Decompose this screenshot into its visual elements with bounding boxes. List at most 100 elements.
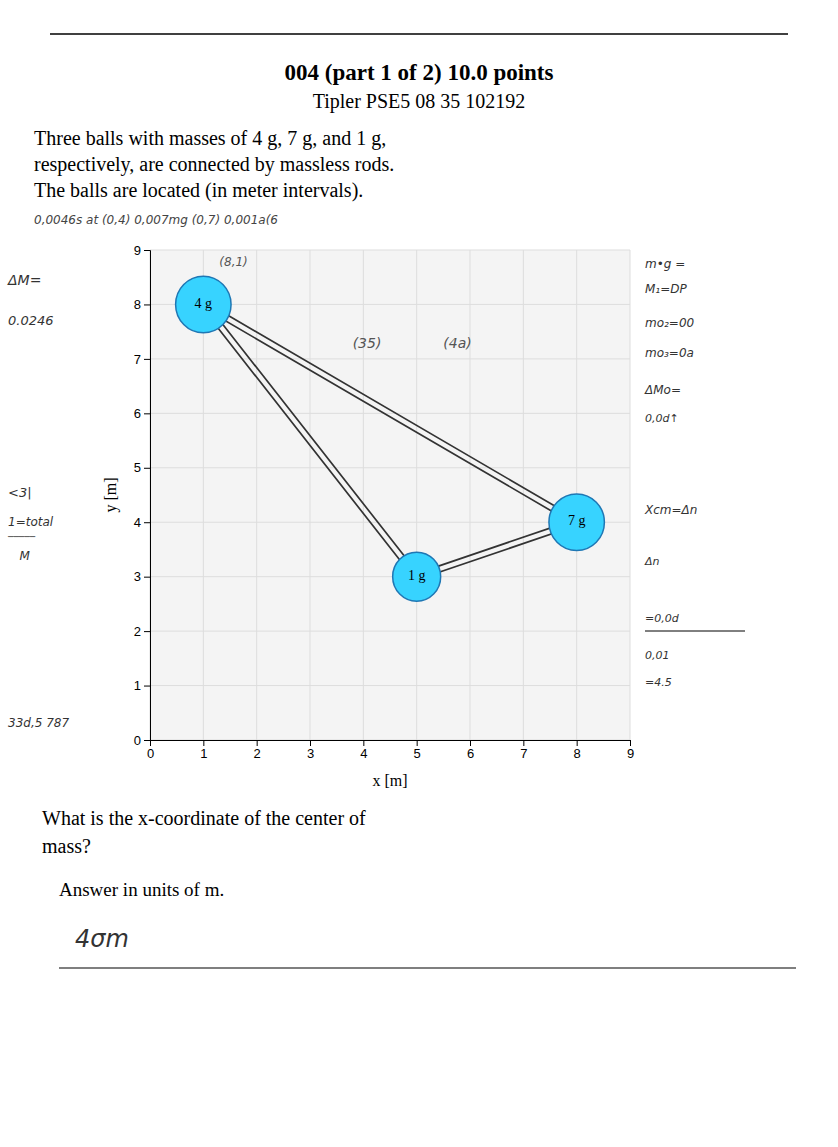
- tick-mark: [363, 740, 364, 746]
- grid-line: [416, 250, 417, 740]
- x-axis: 0 1 2 3 4 5 6 7 8 9: [147, 740, 634, 761]
- side-note: 0.0246: [8, 313, 54, 328]
- page: 004 (part 1 of 2) 10.0 points Tipler PSE5…: [0, 0, 838, 1147]
- tick-mark: [144, 250, 150, 251]
- side-note: m•g =: [645, 257, 685, 271]
- tick-label: 8: [134, 297, 141, 312]
- tick-mark: [144, 522, 150, 523]
- side-note: =4.5: [645, 676, 672, 689]
- side-note: =0,0d: [645, 612, 680, 625]
- tick: 2: [134, 624, 150, 639]
- y-axis-title: y [m]: [102, 477, 120, 512]
- subtitle: Tipler PSE5 08 35 102192: [313, 90, 526, 113]
- tick-mark: [630, 740, 631, 746]
- rod: [201, 306, 414, 578]
- grid-line: [150, 358, 630, 359]
- tick-label: 6: [467, 746, 474, 761]
- plot-background: [150, 250, 630, 740]
- tick-label: 9: [134, 243, 141, 258]
- grid-line: [150, 413, 630, 414]
- side-note: Xcm=Δn: [644, 503, 697, 517]
- y-axis: 0 1 2 3 4 5 6 7 8 9: [134, 243, 151, 748]
- top-rule: [50, 33, 788, 35]
- side-note: 0,01: [645, 649, 670, 662]
- tick-label: 3: [307, 746, 314, 761]
- rod: [205, 302, 578, 520]
- answer-label: Answer in units of m.: [59, 879, 224, 900]
- body-text: The balls are located (in meter interval…: [34, 179, 363, 202]
- tick-mark: [144, 631, 150, 632]
- side-note: M₁=DP: [645, 282, 687, 296]
- question: mass?: [42, 835, 91, 857]
- tick: 3: [134, 569, 150, 584]
- tick-label: 5: [414, 746, 421, 761]
- tick: 7: [520, 740, 527, 761]
- ball-label: 1 g: [408, 568, 426, 583]
- side-note: <3|: [8, 485, 32, 500]
- side-note: Δn: [644, 555, 660, 568]
- grid-line: [150, 576, 630, 577]
- tick-mark: [470, 740, 471, 746]
- tick-label: 1: [200, 746, 207, 761]
- tick: 5: [414, 740, 421, 761]
- tick: 3: [307, 740, 314, 761]
- x-axis-title: x [m]: [372, 772, 407, 789]
- grid-line: [363, 250, 364, 740]
- tick: 9: [627, 740, 634, 761]
- tick-label: 6: [134, 406, 141, 421]
- annotation: (35): [353, 335, 382, 351]
- rod: [206, 303, 419, 575]
- note: 0,0046s at (0,4) 0,007mg (0,7) 0,001a(6: [34, 213, 278, 227]
- grid-line: [630, 250, 631, 740]
- title: 004 (part 1 of 2) 10.0 points: [285, 60, 554, 85]
- tick: 9: [134, 243, 150, 258]
- ball: [176, 276, 231, 333]
- ball: [393, 552, 441, 601]
- side-note: M: [8, 549, 30, 563]
- tick-label: 0: [134, 733, 141, 748]
- tick: 7: [134, 352, 150, 367]
- tick: 5: [134, 460, 150, 475]
- fraction-rule: [645, 631, 745, 632]
- side-note: mo₂=00: [645, 316, 695, 330]
- grid-line: [150, 467, 630, 468]
- tick: 0: [147, 740, 154, 761]
- tick-mark: [144, 740, 150, 741]
- tick: 2: [254, 740, 261, 761]
- tick-label: 8: [574, 746, 581, 761]
- answer-rule: [59, 967, 796, 968]
- tick: 8: [574, 740, 581, 761]
- tick-mark: [310, 740, 311, 746]
- annotation: (8,1): [219, 255, 247, 269]
- tick-label: 0: [147, 746, 154, 761]
- tick: 4: [360, 740, 367, 761]
- side-note: ΔM=: [7, 272, 41, 288]
- grid-line: [150, 250, 630, 251]
- grid-line: [470, 250, 471, 740]
- tick: 1: [134, 678, 150, 693]
- axis-line: [144, 251, 151, 741]
- tick-label: 1: [134, 678, 141, 693]
- tick: 6: [467, 740, 474, 761]
- side-note: ─────: [7, 532, 36, 542]
- rod: [202, 307, 575, 525]
- body-text: Three balls with masses of 4 g, 7 g, and…: [34, 127, 386, 150]
- tick: 6: [134, 406, 150, 421]
- side-note: ΔMo=: [644, 383, 681, 397]
- tick-mark: [577, 740, 578, 746]
- tick-mark: [523, 740, 524, 746]
- tick: 4: [134, 515, 150, 530]
- tick-label: 7: [134, 352, 141, 367]
- grid-line: [150, 685, 630, 686]
- grid-line: [150, 631, 630, 632]
- tick-label: 2: [254, 746, 261, 761]
- side-note: 0,0d↑: [645, 412, 679, 425]
- side-note: 33d,5 787: [8, 716, 69, 730]
- tick-label: 3: [134, 569, 141, 584]
- tick-mark: [144, 359, 150, 360]
- tick: 8: [134, 297, 150, 312]
- tick-mark: [144, 686, 150, 687]
- annotation: (4a): [443, 335, 471, 351]
- tick-label: 9: [627, 746, 634, 761]
- tick-label: 4: [134, 515, 141, 530]
